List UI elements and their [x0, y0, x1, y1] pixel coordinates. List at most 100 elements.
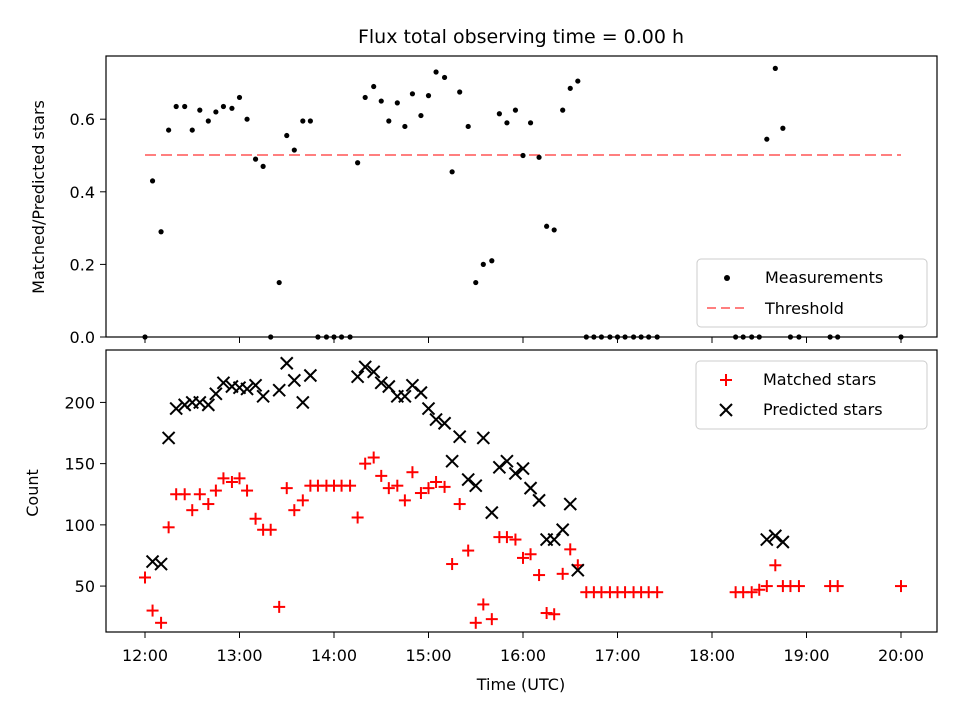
- predicted-stars-point: [452, 429, 467, 444]
- x-tick-label: 12:00: [122, 646, 168, 665]
- matched-stars-point: [446, 558, 459, 571]
- matched-stars-point: [398, 494, 411, 507]
- measurement-point: [409, 91, 416, 97]
- measurement-point: [300, 118, 306, 124]
- bottom-y-axis: 50 100 150 200: [64, 393, 106, 596]
- measurement-point: [772, 65, 778, 71]
- matched-stars-point: [351, 511, 364, 524]
- matched-stars-point: [241, 484, 254, 497]
- chart-title: Flux total observing time = 0.00 h: [358, 26, 684, 48]
- matched-stars-point: [430, 476, 443, 489]
- predicted-stars-point: [240, 382, 254, 396]
- matched-stars-point: [406, 466, 419, 479]
- predicted-stars-point: [523, 481, 538, 495]
- measurement-point: [252, 156, 259, 162]
- matched-stars-point: [375, 469, 388, 482]
- measurement-point: [480, 261, 486, 267]
- measurement-point: [276, 279, 282, 286]
- measurement-point: [449, 169, 455, 175]
- predicted-stars-point: [280, 356, 294, 370]
- measurement-point: [473, 279, 479, 286]
- predicted-stars-point: [414, 385, 428, 400]
- predicted-stars-point: [366, 365, 381, 379]
- predicted-stars-point: [429, 412, 443, 427]
- top-y-tick-label: 0.6: [70, 110, 95, 129]
- measurement-point: [504, 120, 510, 126]
- bottom-y-tick-label: 200: [64, 393, 95, 412]
- predicted-stars-point: [177, 398, 192, 412]
- x-tick-label: 15:00: [405, 646, 451, 665]
- predicted-stars-point: [154, 557, 168, 571]
- top-y-axis-label: Matched/Predicted stars: [29, 100, 48, 294]
- matched-stars-point: [469, 616, 482, 629]
- measurement-point: [512, 107, 519, 113]
- measurement-point: [355, 160, 361, 166]
- legend-item-matched-stars: Matched stars: [763, 370, 876, 389]
- predicted-stars-series: [145, 356, 790, 577]
- measurement-point: [496, 111, 502, 117]
- predicted-stars-point: [201, 398, 216, 412]
- predicted-stars-point: [532, 493, 546, 508]
- measurement-point: [527, 120, 534, 126]
- legend-item-measurements: Measurements: [765, 268, 883, 287]
- x-tick-label: 18:00: [689, 646, 735, 665]
- matched-stars-point: [760, 580, 773, 593]
- predicted-stars-point: [555, 523, 570, 537]
- predicted-stars-point: [296, 395, 310, 410]
- top-y-tick-label: 0.0: [70, 328, 95, 347]
- measurement-point: [371, 83, 377, 90]
- matched-stars-point: [233, 472, 246, 485]
- legend-item-predicted-stars: Predicted stars: [763, 400, 883, 419]
- predicted-stars-point: [193, 395, 207, 410]
- predicted-stars-point: [469, 478, 483, 493]
- matched-stars-point: [422, 482, 435, 495]
- measurement-point: [780, 125, 786, 131]
- measurement-point: [536, 154, 542, 160]
- matched-stars-point: [382, 482, 395, 495]
- measurement-point: [457, 89, 463, 95]
- predicted-stars-point: [760, 532, 774, 547]
- bottom-legend-box: [695, 360, 928, 430]
- predicted-stars-point: [216, 376, 231, 390]
- matched-stars-point: [193, 488, 206, 501]
- matched-stars-point: [414, 487, 427, 500]
- matched-stars-point: [831, 580, 844, 593]
- predicted-stars-point: [161, 431, 176, 445]
- matched-stars-point: [533, 569, 546, 582]
- measurement-point: [441, 74, 448, 81]
- measurement-point: [418, 112, 424, 119]
- matched-legend-marker: [720, 374, 732, 386]
- x-tick-label: 20:00: [878, 646, 924, 665]
- x-tick-label: 16:00: [500, 646, 546, 665]
- predicted-stars-point: [571, 563, 585, 577]
- measurement-point: [465, 123, 471, 130]
- matched-stars-point: [548, 608, 561, 621]
- matched-stars-point: [524, 548, 537, 561]
- matched-stars-point: [264, 523, 277, 536]
- measurement-point: [544, 223, 550, 229]
- matched-stars-point: [651, 586, 664, 599]
- matched-stars-point: [453, 498, 466, 511]
- matched-stars-point: [155, 616, 168, 629]
- matched-stars-point: [485, 613, 498, 626]
- predicted-stars-point: [272, 383, 286, 397]
- matched-stars-point: [438, 480, 451, 493]
- measurement-point: [567, 85, 573, 91]
- measurement-point: [489, 258, 495, 264]
- x-tick-label: 17:00: [594, 646, 640, 665]
- measurement-point: [213, 109, 219, 115]
- matched-stars-point: [202, 498, 215, 511]
- measurement-point: [764, 136, 770, 142]
- measurement-point: [291, 147, 297, 153]
- matched-stars-point: [556, 567, 569, 580]
- predicted-stars-point: [421, 401, 436, 416]
- measurement-point: [575, 78, 581, 84]
- predicted-stars-point: [500, 454, 514, 468]
- top-y-tick-label: 0.4: [70, 183, 95, 202]
- measurement-point: [307, 118, 313, 124]
- predicted-stars-point: [445, 454, 459, 468]
- matched-stars-point: [146, 604, 159, 617]
- predicted-stars-point: [437, 416, 452, 430]
- matched-stars-point: [895, 580, 907, 593]
- predicted-stars-point: [776, 535, 790, 549]
